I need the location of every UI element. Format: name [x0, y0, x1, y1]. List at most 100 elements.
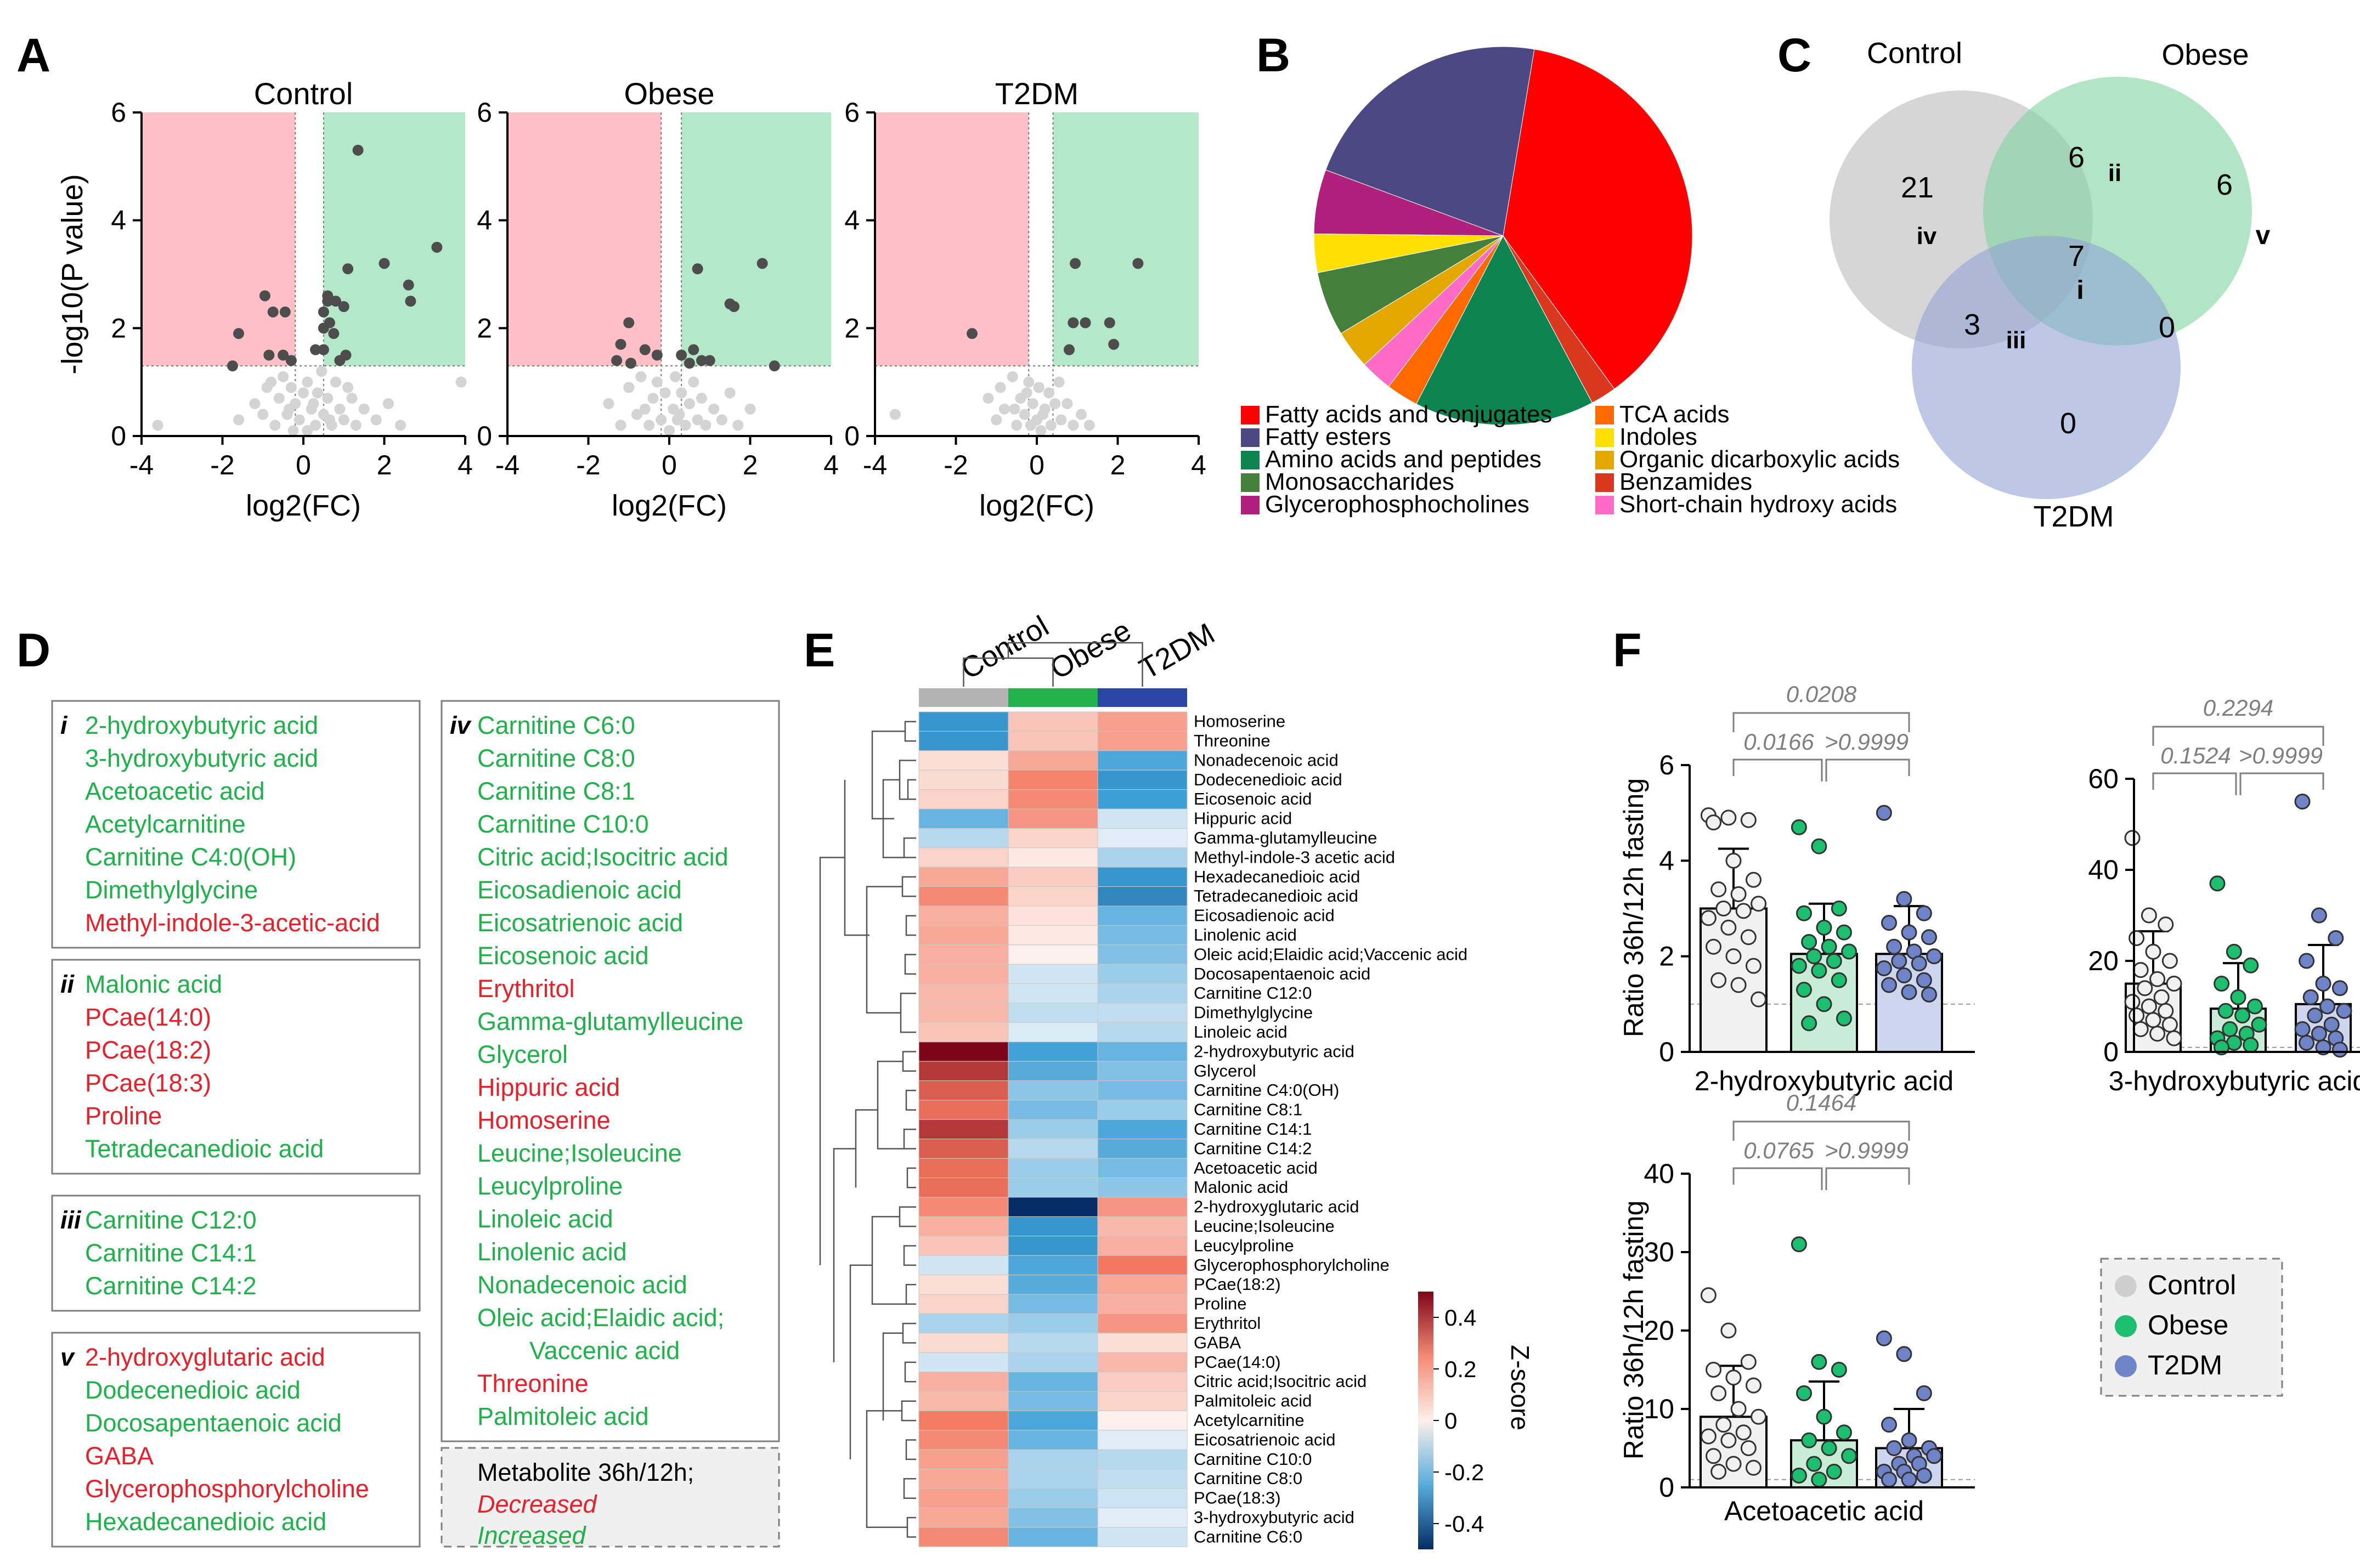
significant-point — [967, 328, 978, 339]
data-point — [1896, 967, 1912, 984]
heatmap-cell — [1008, 944, 1098, 965]
heatmap-row-label: 2-hydroxyglutaric acid — [1194, 1197, 1359, 1216]
metabolite-box-iv: iv Carnitine C6:0 Carnitine C8:0 Carnitine … — [441, 700, 780, 1442]
metabolite-name: Homoserine — [477, 1106, 611, 1134]
nonsignificant-point — [1045, 420, 1057, 431]
heatmap-row-label: 2-hydroxybutyric acid — [1194, 1041, 1354, 1061]
metabolite-name: Eicosatrienoic acid — [477, 909, 683, 937]
bar-plot-title: 3-hydroxybutyric acid — [2109, 1066, 2360, 1096]
significant-point — [724, 298, 736, 310]
significant-point — [227, 360, 238, 372]
data-point — [1921, 986, 1937, 1003]
nonsignificant-point — [676, 387, 687, 399]
heatmap-cell — [1008, 1100, 1098, 1120]
data-point — [1725, 1456, 1742, 1472]
nonsignificant-point — [358, 403, 370, 415]
volcano-title: Obese — [624, 76, 715, 111]
nonsignificant-point — [382, 398, 394, 409]
y-tick-label: 0 — [111, 421, 126, 451]
nonsignificant-point — [724, 387, 736, 399]
nonsignificant-point — [983, 393, 994, 404]
heatmap-cell — [1097, 925, 1188, 946]
colorbar-label: Z-score — [1506, 1345, 1534, 1430]
heatmap-cell — [1097, 944, 1188, 965]
metabolite-name: Dodecenedioic acid — [85, 1376, 301, 1404]
x-tick-label: 0 — [1029, 450, 1045, 480]
column-group-bar — [1098, 688, 1187, 707]
metabolite-name: Oleic acid;Elaidic acid; — [477, 1304, 724, 1332]
data-point — [1745, 1377, 1761, 1394]
metabolite-name: PCae(18:2) — [85, 1036, 211, 1064]
bar-plot-title: Acetoacetic acid — [1724, 1496, 1924, 1526]
heatmap-cell — [1097, 828, 1188, 848]
heatmap-row-label: Acetoacetic acid — [1194, 1158, 1318, 1178]
colorbar-tick-label: -0.2 — [1444, 1459, 1484, 1485]
data-point — [2132, 962, 2149, 978]
volcano-plot-t2dm: -4 -2 0 2 4 0 2 4 6 T2DM log2(FC) — [844, 76, 1206, 522]
row-dendrogram-branches — [819, 731, 907, 1529]
heatmap-cell — [1097, 983, 1188, 1004]
significant-point — [405, 296, 416, 307]
heatmap-row-label: Threonine — [1194, 731, 1271, 750]
significant-point — [342, 263, 354, 275]
heatmap-row-label: Citric acid;Isocitric acid — [1194, 1372, 1367, 1391]
heatmap-cell — [1008, 1469, 1098, 1489]
significant-point — [623, 317, 635, 329]
nonsignificant-point — [635, 371, 647, 382]
heatmap-cell — [1008, 1294, 1098, 1314]
y-tick-label: 2 — [1659, 941, 1674, 972]
nonsignificant-point — [659, 387, 671, 399]
p-value-label: 0.0208 — [1786, 681, 1857, 707]
heatmap-cell — [1008, 1449, 1098, 1470]
venn-count: 7 — [2068, 240, 2085, 273]
volcano-plot-obese: -4 -2 0 2 4 0 2 4 6 Obese log2(FC) — [477, 76, 839, 522]
x-tick-label: 4 — [1191, 450, 1206, 480]
p-value-label: 0.0166 — [1743, 729, 1814, 755]
heatmap-row-label: Eicosenoic acid — [1194, 789, 1312, 808]
heatmap-cell — [1097, 808, 1188, 829]
data-point — [2234, 1007, 2251, 1024]
data-point — [1740, 1440, 1757, 1456]
y-axis-label: -log10(P value) — [56, 174, 89, 374]
significant-point — [338, 301, 349, 312]
y-tick-label: 6 — [477, 97, 492, 128]
decreased-region — [142, 112, 296, 366]
legend-label: Short-chain hydroxy acids — [1619, 491, 1897, 518]
data-point — [1901, 984, 1917, 1000]
venn-region-label: i — [2076, 276, 2084, 305]
nonsignificant-point — [330, 376, 341, 388]
legend-swatch — [1595, 406, 1614, 424]
metabolite-name: Docosapentaenoic acid — [85, 1409, 342, 1437]
data-point — [1706, 1448, 1722, 1464]
venn-count: 6 — [2216, 168, 2233, 201]
data-point — [1751, 991, 1767, 1007]
y-tick-label: 0 — [1659, 1472, 1674, 1503]
panel-letter-b: B — [1256, 29, 1290, 82]
legend-swatch — [1595, 451, 1614, 469]
significant-point — [1070, 258, 1081, 269]
nonsignificant-point — [316, 366, 328, 377]
bracket-control-t2dm — [1732, 712, 1910, 732]
group-legend: Control Obese T2DM — [2100, 1258, 2283, 1397]
nonsignificant-point — [999, 403, 1010, 415]
heatmap-cell — [1008, 1488, 1098, 1508]
data-point — [2251, 1016, 2267, 1033]
metabolite-box-i: i 2-hydroxybutyric acid 3-hydroxybutyric a… — [51, 700, 421, 949]
nonsignificant-point — [338, 414, 349, 426]
heatmap-cell — [1008, 1003, 1098, 1023]
x-tick-label: 2 — [743, 450, 758, 480]
metabolite-name: Eicosenoic acid — [477, 942, 649, 970]
venn-count: 21 — [1901, 171, 1934, 204]
nonsignificant-point — [1019, 409, 1030, 420]
heatmap-cell — [1008, 1527, 1098, 1547]
data-point — [2243, 1037, 2259, 1054]
data-point — [1751, 896, 1767, 912]
heatmap-cell — [1008, 964, 1098, 984]
heatmap-cell — [1097, 1158, 1188, 1179]
data-point — [1916, 1385, 1932, 1401]
bracket-obese-t2dm — [1825, 1167, 1910, 1190]
nonsignificant-point — [1049, 398, 1061, 409]
heatmap-cell — [1008, 1022, 1098, 1043]
metabolite-name: Tetradecanedioic acid — [85, 1135, 324, 1163]
